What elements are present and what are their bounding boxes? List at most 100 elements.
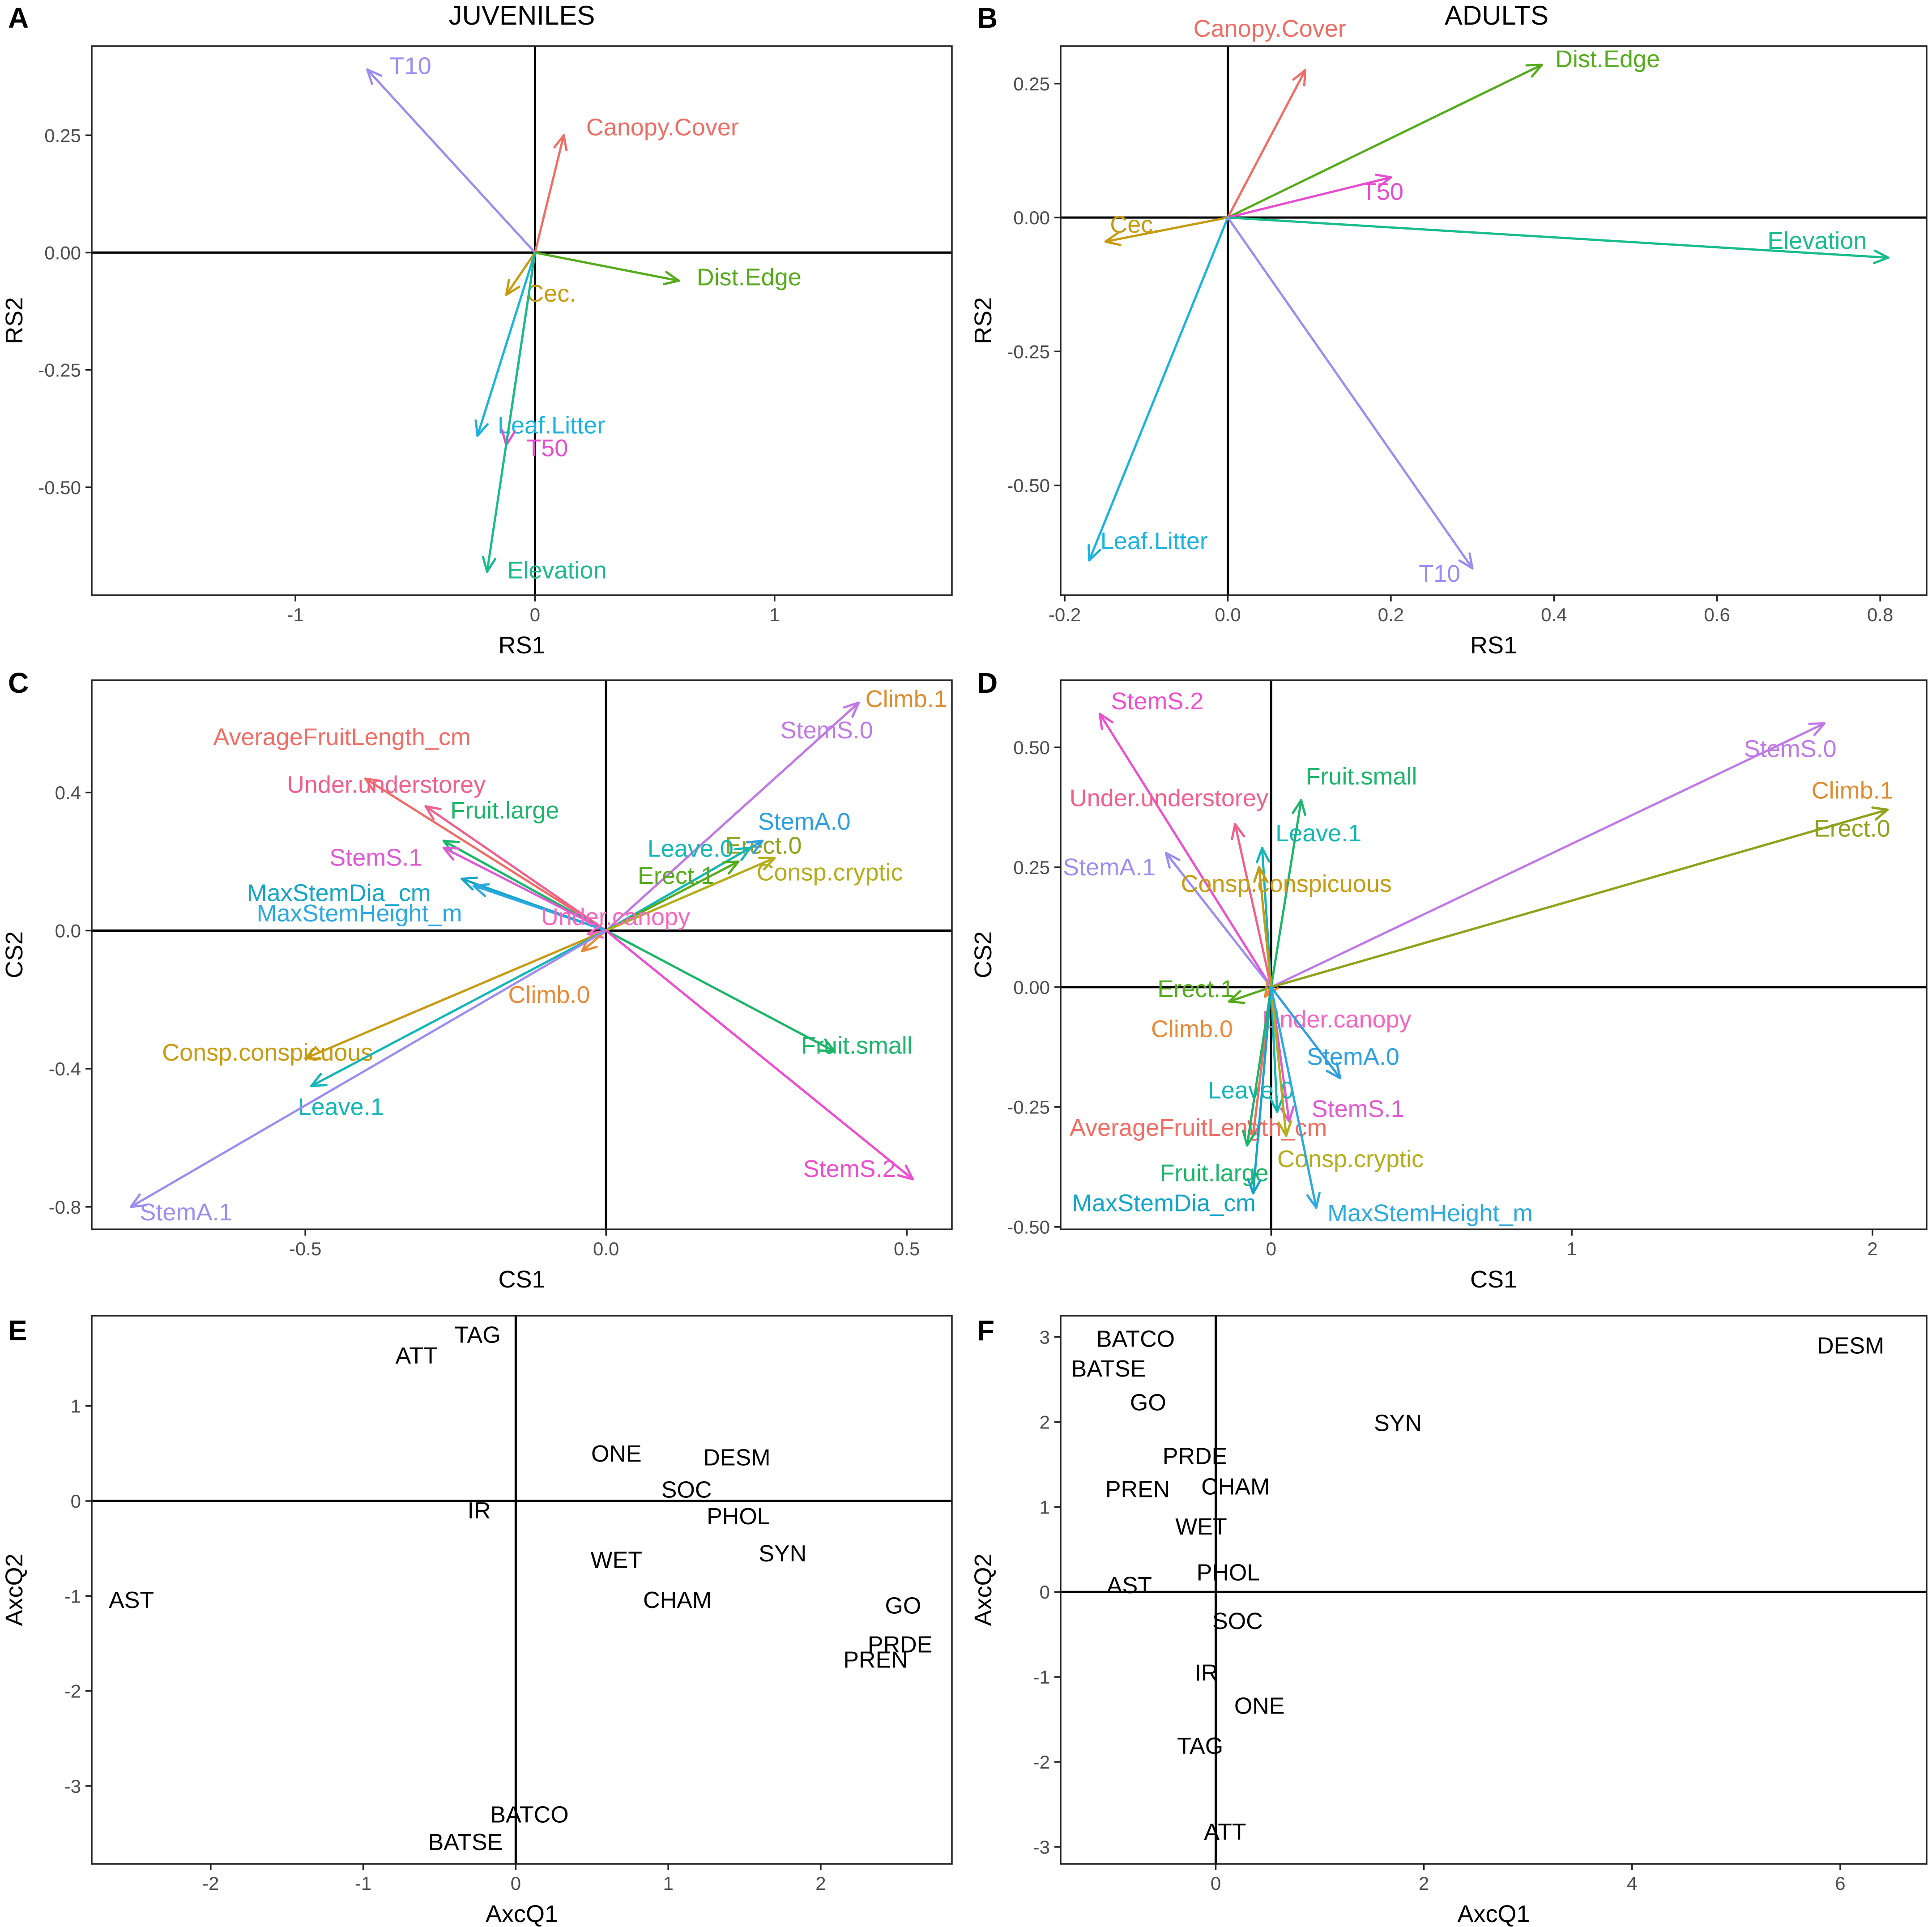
x-tick-label: 0.0 bbox=[1215, 604, 1241, 625]
x-tick-label: 0 bbox=[511, 1873, 521, 1894]
vector-label: MaxStemDia_cm bbox=[1072, 1190, 1256, 1217]
arrowhead-Fruit.small bbox=[818, 1038, 836, 1053]
y-tick-label: 0.4 bbox=[55, 782, 81, 803]
point-label: ONE bbox=[591, 1441, 642, 1467]
point-label: PRDE bbox=[868, 1632, 932, 1658]
point-label: SOC bbox=[661, 1477, 712, 1503]
x-tick-label: 1 bbox=[769, 604, 780, 625]
plot-frame bbox=[91, 45, 953, 596]
point-label: TAG bbox=[1177, 1733, 1223, 1759]
x-tick-label: 6 bbox=[1835, 1873, 1845, 1894]
y-tick-label: 3 bbox=[1040, 1326, 1050, 1347]
x-tick-label: 2 bbox=[1419, 1873, 1429, 1894]
arrow-Consp.conspicuous bbox=[1258, 866, 1272, 989]
arrow-Erect.1 bbox=[1228, 986, 1272, 1003]
y-tick-label: -0.4 bbox=[49, 1058, 81, 1079]
arrow-T10 bbox=[1227, 216, 1474, 570]
panel-letter: E bbox=[8, 1314, 27, 1347]
arrowhead-AverageFruitLength_cm bbox=[364, 777, 382, 793]
vector-label: T50 bbox=[1362, 178, 1403, 205]
arrowhead-StemS.0 bbox=[843, 701, 860, 718]
vector-label: Canopy.Cover bbox=[1194, 15, 1346, 42]
arrow-MaxStemDia_cm bbox=[1252, 986, 1272, 1195]
x-tick-label: 2 bbox=[815, 1873, 826, 1894]
arrow-StemA.1 bbox=[1164, 852, 1272, 989]
vector-label: Erect.1 bbox=[1157, 976, 1234, 1002]
point-label: GO bbox=[1130, 1390, 1166, 1416]
vector-label: Fruit.small bbox=[1306, 763, 1417, 790]
arrowhead-Dist.Edge bbox=[663, 271, 680, 286]
point-label: DESM bbox=[1817, 1333, 1884, 1359]
y-tick-label: -1 bbox=[64, 1586, 81, 1607]
y-tick-label: -0.25 bbox=[38, 360, 81, 381]
arrowhead-Fruit.small bbox=[1292, 799, 1306, 816]
point-label: BATSE bbox=[428, 1829, 503, 1855]
point-label: WET bbox=[591, 1548, 643, 1573]
y-axis-title: RS2 bbox=[1, 297, 28, 344]
point-label: PHOL bbox=[1197, 1560, 1260, 1586]
arrowhead-MaxStemHeight_m bbox=[472, 883, 490, 897]
arrowhead-Leaf.Litter bbox=[1088, 544, 1101, 562]
vector-label: Leave.0 bbox=[648, 835, 734, 862]
point-label: CHAM bbox=[643, 1587, 712, 1613]
point-label: ATT bbox=[396, 1343, 438, 1369]
arrowhead-Canopy.Cover bbox=[1292, 69, 1307, 87]
point-label: AST bbox=[109, 1587, 154, 1613]
vector-label: Fruit.large bbox=[450, 797, 559, 824]
vector-label: StemA.1 bbox=[1063, 854, 1156, 881]
arrowhead-Canopy.Cover bbox=[553, 134, 568, 152]
arrow-Under.understorey bbox=[1234, 823, 1272, 989]
y-tick-label: 0.50 bbox=[1013, 737, 1050, 758]
point-label: TAG bbox=[455, 1322, 501, 1348]
arrowhead-MaxStemDia_cm bbox=[461, 876, 478, 891]
x-tick-label: -2 bbox=[202, 1873, 219, 1894]
panel-c: C -0.5 0.0 0.5 -0.8 -0.4 0.0 0.4 CS1 CS2 Climb.1 St… bbox=[1, 667, 953, 1293]
vector-label: StemS.0 bbox=[780, 717, 873, 744]
arrowhead-MaxStemDia_cm bbox=[1247, 1177, 1262, 1195]
y-tick-label: 0.25 bbox=[1013, 857, 1050, 878]
plot-frame bbox=[1060, 45, 1928, 596]
arrow-Erect.1 bbox=[605, 860, 740, 932]
x-tick-label: 0 bbox=[1211, 1873, 1221, 1894]
arrow-Elevation bbox=[1227, 216, 1889, 259]
y-tick-label: 0.25 bbox=[1013, 73, 1050, 94]
vector-label: MaxStemDia_cm bbox=[247, 880, 431, 907]
vector-label: Dist.Edge bbox=[1555, 46, 1660, 72]
point-label: GO bbox=[885, 1593, 921, 1619]
x-tick-label: -1 bbox=[287, 604, 303, 625]
vector-label: StemA.0 bbox=[1307, 1043, 1399, 1070]
y-tick-label: 0 bbox=[1040, 1582, 1050, 1603]
arrowhead-Dist.Edge bbox=[1525, 64, 1543, 78]
x-tick-label: 1 bbox=[663, 1873, 673, 1894]
point-label: SYN bbox=[759, 1541, 806, 1567]
arrow-StemS.2 bbox=[1098, 712, 1272, 989]
arrow-Leave.1 bbox=[310, 929, 607, 1087]
arrow-Dist.Edge bbox=[1227, 64, 1543, 219]
x-axis-title: CS1 bbox=[498, 1266, 545, 1293]
arrowhead-Erect.0 bbox=[1871, 806, 1889, 821]
vector-label: Under.canopy bbox=[541, 904, 690, 930]
y-tick-label: 0.00 bbox=[1013, 207, 1050, 228]
vector-label: Leave.0 bbox=[1208, 1077, 1294, 1104]
arrowhead-Consp.conspicuous bbox=[1253, 866, 1268, 883]
point-label: CHAM bbox=[1201, 1474, 1270, 1500]
arrowhead-Erect.1 bbox=[722, 860, 740, 875]
panel-letter: A bbox=[8, 2, 29, 34]
vector-label: Canopy.Cover bbox=[586, 114, 739, 141]
y-axis-title: AxcQ2 bbox=[1, 1553, 28, 1626]
x-tick-label: 1 bbox=[1567, 1238, 1577, 1259]
arrow-Leaf.Litter bbox=[1088, 216, 1229, 562]
y-tick-label: -0.50 bbox=[1007, 475, 1050, 496]
arrowhead-StemS.0 bbox=[1808, 722, 1826, 736]
arrow-StemS.2 bbox=[605, 929, 914, 1181]
panel-letter: C bbox=[8, 667, 29, 699]
x-tick-label: 0.0 bbox=[593, 1238, 619, 1259]
vector-label: Leaf.Litter bbox=[1100, 528, 1208, 554]
y-tick-label: 0.00 bbox=[44, 242, 81, 263]
arrowhead-StemA.1 bbox=[129, 1193, 147, 1208]
y-tick-label: 1 bbox=[71, 1396, 81, 1417]
y-tick-label: -0.25 bbox=[1007, 341, 1050, 362]
arrow-MaxStemHeight_m bbox=[472, 884, 607, 932]
panel-b: B ADULTS -0.2 0.0 0.2 0.4 0.6 0.8 -0.50 -0.25 0.00… bbox=[970, 0, 1928, 659]
